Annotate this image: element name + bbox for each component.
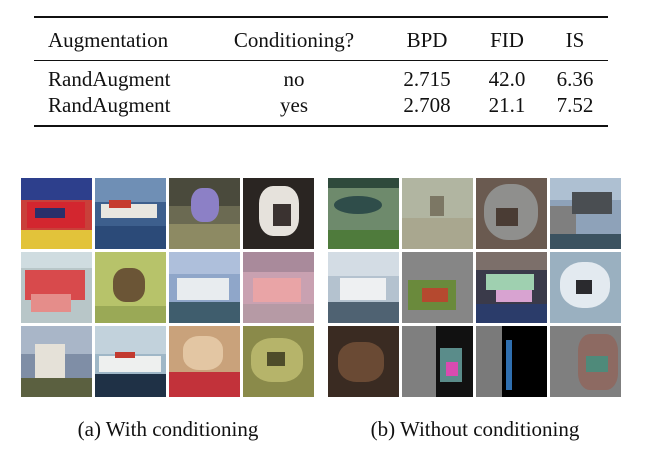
table-top-rule [34, 16, 608, 18]
caption-with-conditioning: (a) With conditioning [77, 417, 259, 441]
row2-fid: 21.1 [488, 93, 526, 117]
samples-with-conditioning [21, 178, 315, 398]
sample-image [243, 326, 314, 397]
sample-image [476, 252, 547, 323]
header-conditioning: Conditioning? [233, 28, 355, 52]
row1-bpd: 2.715 [403, 67, 451, 91]
row1-is: 6.36 [556, 67, 594, 91]
header-is: IS [565, 28, 585, 52]
sample-image [21, 326, 92, 397]
sample-image [169, 178, 240, 249]
sample-image [95, 252, 166, 323]
sample-image [328, 326, 399, 397]
table-header-rule [34, 60, 608, 61]
row2-conditioning: yes [280, 93, 308, 117]
samples-without-conditioning [328, 178, 622, 398]
sample-image [21, 252, 92, 323]
table-bottom-rule [34, 125, 608, 127]
sample-image [21, 178, 92, 249]
header-fid: FID [490, 28, 524, 52]
sample-image [243, 252, 314, 323]
sample-image [402, 252, 473, 323]
row2-bpd: 2.708 [403, 93, 451, 117]
row1-conditioning: no [283, 67, 305, 91]
sample-image [476, 326, 547, 397]
sample-image [169, 252, 240, 323]
row2-is: 7.52 [556, 93, 594, 117]
sample-image [550, 178, 621, 249]
sample-image [169, 326, 240, 397]
sample-image [95, 326, 166, 397]
sample-image [328, 252, 399, 323]
sample-image [550, 252, 621, 323]
sample-image [402, 178, 473, 249]
row1-augmentation: RandAugment [48, 67, 171, 91]
sample-image [550, 326, 621, 397]
sample-image [402, 326, 473, 397]
caption-without-conditioning: (b) Without conditioning [370, 417, 580, 441]
sample-image [328, 178, 399, 249]
row1-fid: 42.0 [488, 67, 526, 91]
sample-image [243, 178, 314, 249]
sample-image [476, 178, 547, 249]
header-augmentation: Augmentation [48, 28, 169, 52]
row2-augmentation: RandAugment [48, 93, 171, 117]
header-bpd: BPD [406, 28, 448, 52]
sample-image [95, 178, 166, 249]
